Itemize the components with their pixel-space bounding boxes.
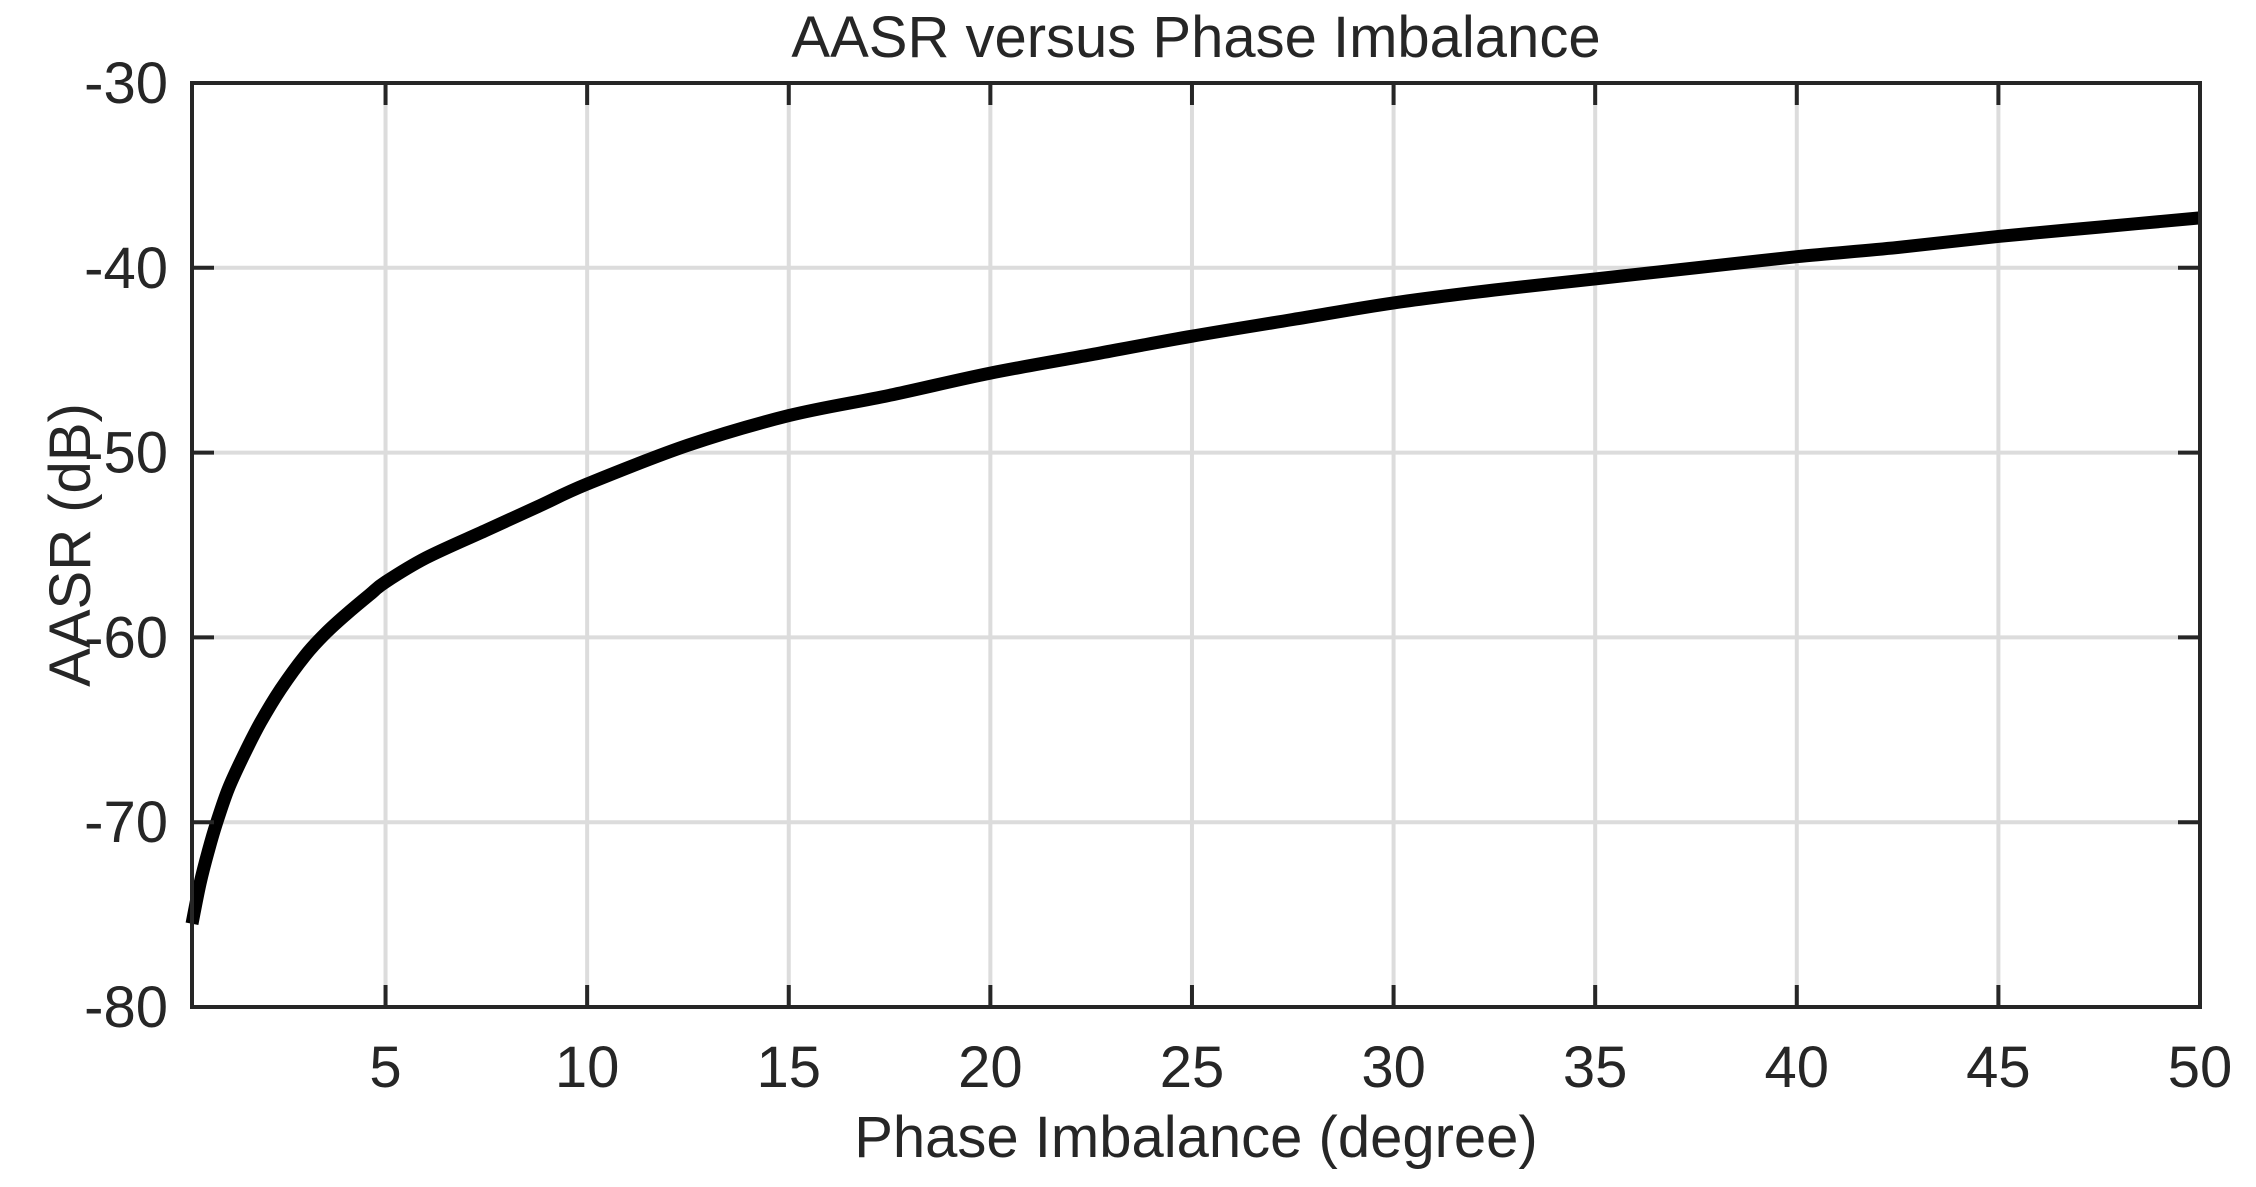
chart-title: AASR versus Phase Imbalance — [791, 5, 1600, 70]
x-tick-label: 35 — [1563, 1035, 1628, 1100]
x-tick-label: 5 — [369, 1035, 401, 1100]
aasr-curve — [185, 211, 2201, 926]
tick-labels: 5 10 15 20 25 30 35 40 45 50 -30 -40 -50 -60 -70 -80 — [84, 51, 2232, 1100]
axes-box — [190, 81, 2202, 1009]
curve-layer — [185, 211, 2201, 926]
x-axis-label: Phase Imbalance (degree) — [854, 1105, 1538, 1170]
tick-marks — [192, 81, 2202, 1009]
y-tick-label: -60 — [84, 605, 168, 670]
y-tick-label: -70 — [84, 790, 168, 855]
x-tick-label: 40 — [1765, 1035, 1830, 1100]
x-tick-label: 10 — [555, 1035, 620, 1100]
y-tick-label: -50 — [84, 421, 168, 486]
x-tick-label: 25 — [1160, 1035, 1225, 1100]
y-tick-label: -40 — [84, 236, 168, 301]
y-tick-label: -30 — [84, 51, 168, 116]
x-tick-label: 15 — [756, 1035, 821, 1100]
plot-border — [190, 81, 2202, 1009]
gridlines — [192, 81, 2202, 1009]
y-tick-label: -80 — [84, 975, 168, 1040]
x-tick-label: 45 — [1966, 1035, 2031, 1100]
x-tick-label: 20 — [958, 1035, 1023, 1100]
y-axis-label: AASR (dB) — [38, 403, 103, 687]
x-tick-label: 50 — [2168, 1035, 2233, 1100]
x-tick-label: 30 — [1361, 1035, 1426, 1100]
